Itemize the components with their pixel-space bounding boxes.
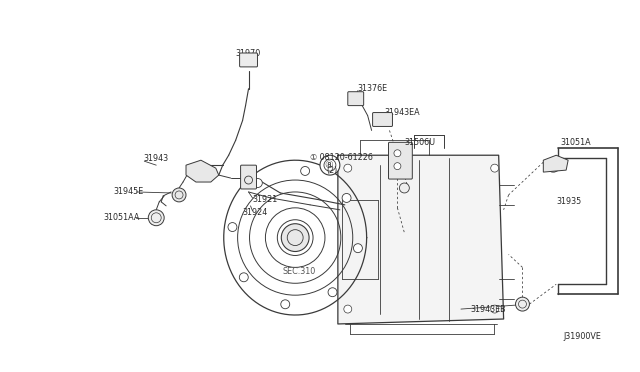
Circle shape [282, 224, 309, 251]
Circle shape [239, 273, 248, 282]
Text: 31051A: 31051A [560, 138, 591, 147]
Text: ① 08120-61226: ① 08120-61226 [310, 153, 373, 162]
Circle shape [399, 183, 410, 193]
Circle shape [491, 305, 499, 313]
Text: 31924: 31924 [243, 208, 268, 217]
Polygon shape [338, 155, 504, 324]
Circle shape [516, 297, 529, 311]
Circle shape [353, 244, 362, 253]
Circle shape [301, 167, 310, 176]
Circle shape [344, 164, 352, 172]
FancyBboxPatch shape [372, 113, 392, 126]
Text: J31900VE: J31900VE [563, 332, 601, 341]
Text: 31051AA: 31051AA [104, 213, 140, 222]
Text: 31376E: 31376E [358, 84, 388, 93]
Text: ⑧: ⑧ [324, 160, 333, 170]
Text: 31921: 31921 [253, 195, 278, 204]
Circle shape [253, 179, 262, 187]
Circle shape [547, 158, 560, 172]
Circle shape [172, 188, 186, 202]
FancyBboxPatch shape [241, 165, 257, 189]
Text: 31506U: 31506U [404, 138, 435, 147]
Circle shape [228, 222, 237, 231]
Polygon shape [543, 155, 568, 172]
FancyBboxPatch shape [239, 53, 257, 67]
Text: 31943: 31943 [143, 154, 168, 163]
FancyBboxPatch shape [348, 92, 364, 106]
Circle shape [491, 164, 499, 172]
FancyBboxPatch shape [388, 142, 412, 179]
Polygon shape [186, 160, 219, 182]
Circle shape [342, 193, 351, 202]
Text: 31945E: 31945E [113, 187, 144, 196]
Text: SEC.310: SEC.310 [282, 267, 316, 276]
Circle shape [394, 150, 401, 157]
Circle shape [394, 163, 401, 170]
Text: (2): (2) [326, 166, 337, 174]
Circle shape [320, 155, 340, 175]
Text: 31970: 31970 [236, 49, 261, 58]
Circle shape [328, 288, 337, 297]
Circle shape [148, 210, 164, 226]
Text: 31935: 31935 [556, 198, 582, 206]
Text: 31943EA: 31943EA [385, 108, 420, 117]
Circle shape [344, 305, 352, 313]
Circle shape [281, 300, 290, 309]
Text: 31943EB: 31943EB [471, 305, 506, 314]
